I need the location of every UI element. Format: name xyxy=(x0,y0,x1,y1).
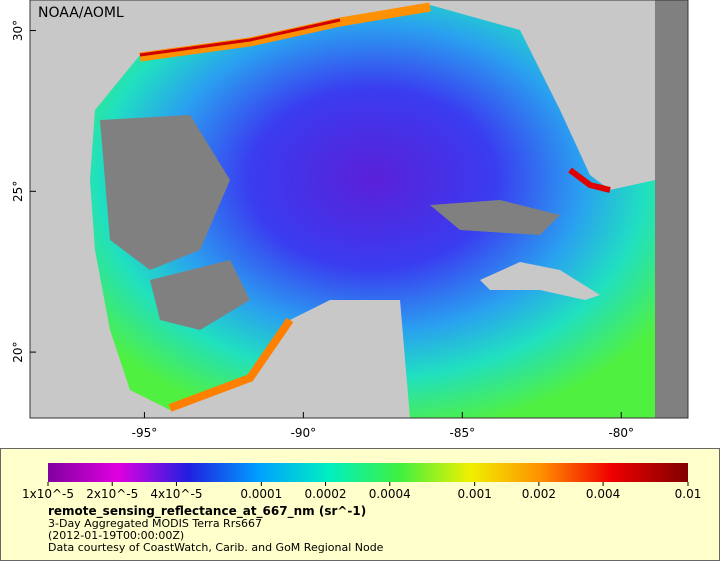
colorbar-tick-label: 0.004 xyxy=(586,487,620,501)
no-data xyxy=(430,200,560,235)
x-tick-label: -80° xyxy=(608,426,634,440)
sea xyxy=(90,5,655,418)
no-data xyxy=(655,0,688,418)
colorbar-tick-label: 1x10^-5 xyxy=(22,487,74,501)
legend-line: 3-Day Aggregated MODIS Terra Rrs667 xyxy=(48,517,262,530)
cuba xyxy=(480,262,600,300)
map-frame xyxy=(29,0,689,419)
y-tick-label: 25° xyxy=(11,181,25,202)
x-tick-label: -90° xyxy=(291,426,317,440)
colorbar-tick-label: 0.01 xyxy=(675,487,702,501)
y-tick-label: 30° xyxy=(11,20,25,41)
coastal-high xyxy=(568,167,611,193)
legend: remote_sensing_reflectance_at_667_nm (sr… xyxy=(0,448,720,561)
colorbar xyxy=(48,463,688,482)
legend-title: remote_sensing_reflectance_at_667_nm (sr… xyxy=(48,504,366,519)
coastal-high xyxy=(139,18,341,57)
legend-line: (2012-01-19T00:00:00Z) xyxy=(48,529,184,542)
no-data xyxy=(150,260,250,330)
colorbar-tick-label: 4x10^-5 xyxy=(150,487,202,501)
no-data xyxy=(100,115,230,270)
colorbar-tick-label: 0.001 xyxy=(457,487,491,501)
coastal-high xyxy=(139,2,431,62)
colorbar-tick-label: 2x10^-5 xyxy=(86,487,138,501)
legend-line: Data courtesy of CoastWatch, Carib. and … xyxy=(48,541,384,554)
colorbar-tick-label: 0.002 xyxy=(522,487,556,501)
coastal-high xyxy=(168,317,294,412)
colorbar-tick-label: 0.0002 xyxy=(305,487,347,501)
colorbar-tick-label: 0.0001 xyxy=(240,487,282,501)
x-tick-label: -95° xyxy=(132,426,158,440)
x-tick-label: -85° xyxy=(450,426,476,440)
y-tick-label: 20° xyxy=(11,341,25,362)
watermark: NOAA/AOML xyxy=(38,5,124,21)
colorbar-tick-label: 0.0004 xyxy=(369,487,411,501)
map: NOAA/AOML xyxy=(29,0,689,419)
